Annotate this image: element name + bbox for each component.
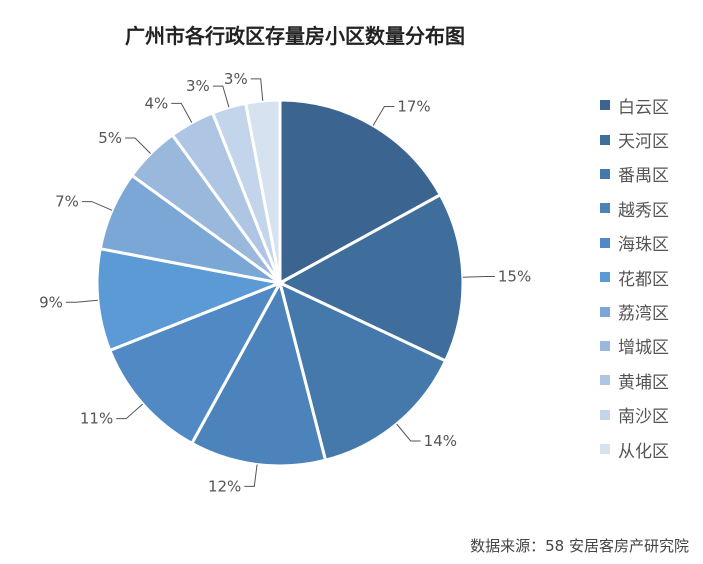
source-note: 数据来源：58 安居客房产研究院 [470, 537, 689, 555]
pie-slice-0 [278, 98, 443, 286]
leader-line-7 [125, 137, 151, 154]
percent-label-5: 9% [39, 293, 63, 311]
leader-line-1 [462, 276, 495, 278]
pie-slice-1 [276, 192, 465, 363]
pie-slices [95, 98, 465, 468]
pie-slice-3 [189, 278, 328, 468]
legend-item-9: 南沙区 [600, 398, 703, 432]
legend-label-8: 黄埔区 [618, 372, 669, 393]
legend-swatch-8 [600, 375, 610, 386]
legend-item-10: 从化区 [600, 432, 703, 466]
percent-label-0: 17% [397, 98, 430, 116]
leader-line-9 [212, 85, 230, 108]
legend-swatch-10 [600, 444, 610, 455]
percent-label-7: 5% [98, 129, 122, 147]
percent-label-4: 11% [80, 410, 113, 428]
legend-swatch-3 [600, 203, 610, 214]
leader-line-3 [244, 464, 258, 487]
legend-label-1: 天河区 [618, 132, 669, 153]
legend-item-7: 增城区 [600, 329, 703, 363]
pie-slice-4 [107, 280, 284, 446]
percent-label-1: 15% [498, 268, 531, 286]
leader-line-10 [250, 78, 264, 101]
legend-swatch-0 [600, 100, 610, 111]
percent-label-2: 14% [424, 432, 457, 450]
percent-label-6: 7% [55, 193, 79, 211]
legend-swatch-7 [600, 340, 610, 351]
legend-label-3: 越秀区 [618, 200, 669, 221]
legend-label-5: 花都区 [618, 269, 669, 290]
percent-label-8: 4% [144, 94, 168, 112]
legend-item-0: 白云区 [600, 88, 703, 122]
leader-line-8 [171, 102, 193, 123]
legend-item-2: 番禺区 [600, 157, 703, 191]
legend: 白云区天河区番禺区越秀区海珠区花都区荔湾区增城区黄埔区南沙区从化区 [600, 88, 703, 466]
legend-item-4: 海珠区 [600, 226, 703, 260]
legend-label-2: 番禺区 [618, 166, 669, 187]
legend-swatch-4 [600, 237, 610, 248]
percent-labels: 17% 15% 14% 12% 11% 9% 7% 5% 4% 3% 3% [39, 70, 531, 495]
legend-item-5: 花都区 [600, 260, 703, 294]
leader-line-5 [65, 299, 98, 303]
pie-slice-2 [277, 280, 448, 463]
chart-title: 广州市各行政区存量房小区数量分布图 [125, 24, 465, 48]
legend-label-9: 南沙区 [618, 407, 669, 428]
legend-item-8: 黄埔区 [600, 363, 703, 397]
legend-item-3: 越秀区 [600, 191, 703, 225]
legend-label-4: 海珠区 [618, 235, 669, 256]
legend-swatch-5 [600, 272, 610, 283]
legend-label-7: 增城区 [618, 338, 669, 359]
legend-label-6: 荔湾区 [618, 304, 669, 325]
leader-line-0 [372, 106, 395, 126]
percent-label-3: 12% [208, 477, 241, 495]
leader-line-6 [81, 201, 113, 211]
legend-swatch-2 [600, 168, 610, 179]
percent-label-9: 3% [186, 77, 210, 95]
legend-item-1: 天河区 [600, 122, 703, 156]
legend-swatch-6 [600, 306, 610, 317]
leader-lines [65, 78, 495, 487]
legend-swatch-1 [600, 134, 610, 145]
leader-line-4 [116, 403, 144, 420]
legend-label-0: 白云区 [618, 97, 669, 118]
legend-swatch-9 [600, 409, 610, 420]
percent-label-10: 3% [224, 70, 248, 88]
legend-label-10: 从化区 [618, 441, 669, 462]
leader-line-2 [396, 423, 421, 442]
legend-item-6: 荔湾区 [600, 294, 703, 328]
